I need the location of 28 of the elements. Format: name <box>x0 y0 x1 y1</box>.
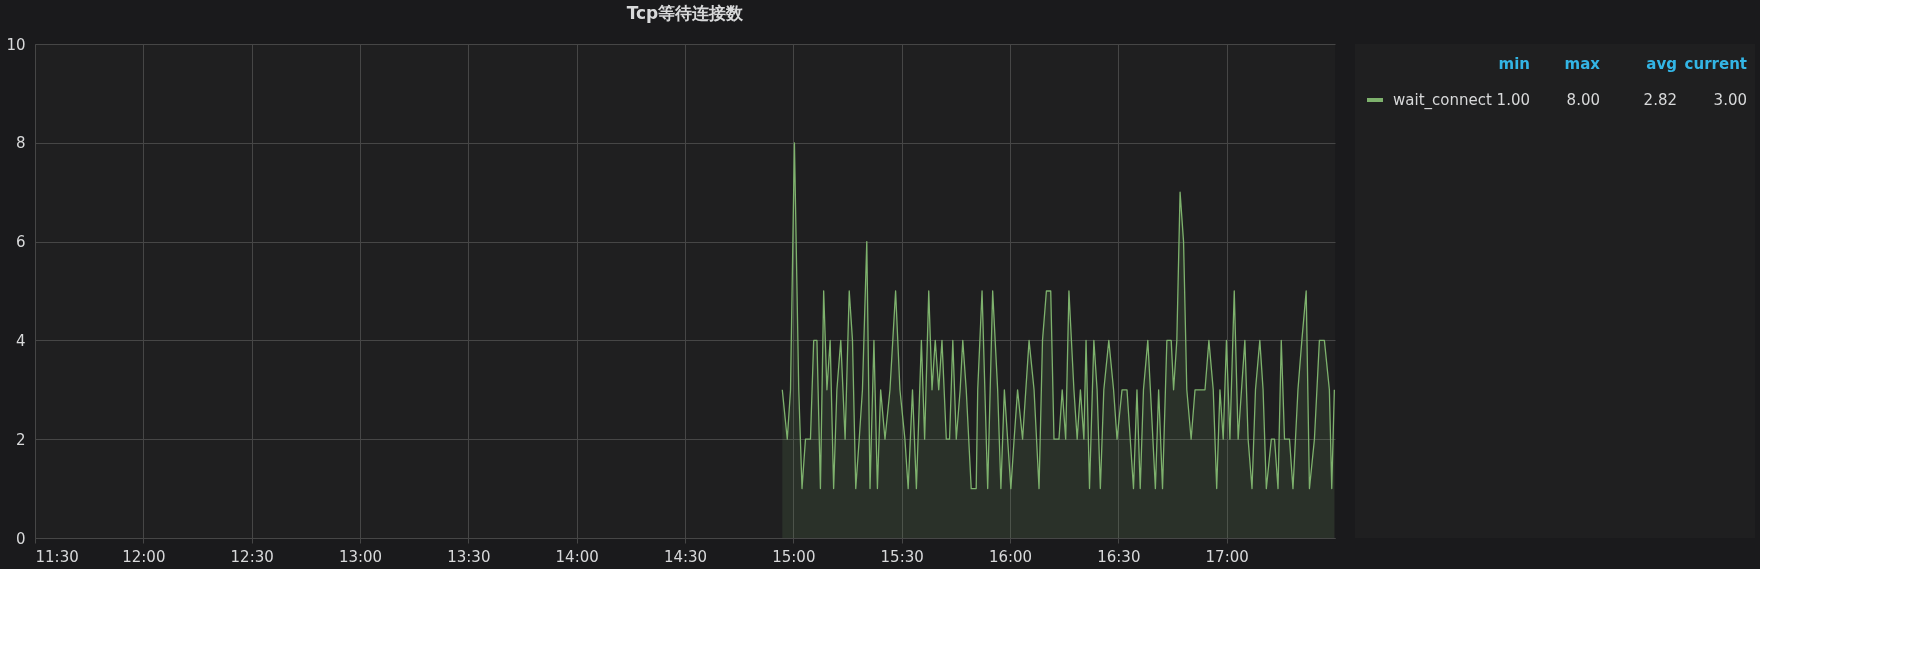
y-tick-label: 4 <box>15 331 26 350</box>
y-tick-label: 8 <box>15 134 26 153</box>
text: max <box>1564 55 1601 73</box>
x-tick-label: 13:30 <box>447 547 491 566</box>
x-tick-label: 13:00 <box>338 547 383 566</box>
x-tick-label: 14:00 <box>555 547 599 566</box>
x-tick-label: 14:30 <box>663 547 708 566</box>
text: 8.00 <box>1566 91 1600 109</box>
y-tick-label: 0 <box>15 529 26 548</box>
chart-title: Tcp等待连接数 <box>626 3 745 23</box>
text: 2.82 <box>1643 91 1677 109</box>
x-tick-label: 16:00 <box>988 547 1033 566</box>
text: min <box>1498 55 1530 73</box>
text: avg <box>1646 55 1677 73</box>
x-tick-label: 12:30 <box>230 547 274 566</box>
text: 3.00 <box>1713 91 1747 109</box>
x-tick-label: 16:30 <box>1097 547 1141 566</box>
text: 1.00 <box>1496 91 1530 109</box>
x-tick-label: 15:00 <box>772 547 816 566</box>
y-tick-label: 2 <box>15 430 26 449</box>
text: current <box>1684 55 1747 73</box>
x-tick-label: 12:00 <box>122 547 166 566</box>
x-tick-label: 11:30 <box>35 547 79 566</box>
x-tick-label: 15:30 <box>880 547 924 566</box>
legend-label: wait_connect <box>1393 91 1492 110</box>
y-tick-label: 6 <box>15 233 26 252</box>
y-tick-label: 10 <box>6 35 26 54</box>
x-tick-label: 17:00 <box>1205 547 1249 566</box>
